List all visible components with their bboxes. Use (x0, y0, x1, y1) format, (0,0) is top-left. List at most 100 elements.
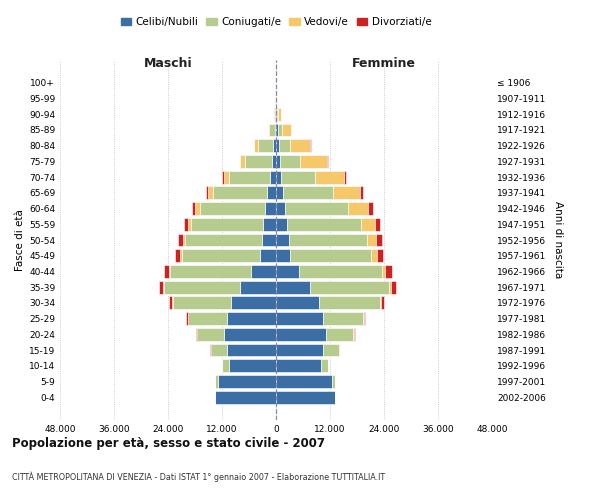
Bar (218, 375, 276, 388)
Bar (391, 280, 396, 293)
Bar (173, 296, 231, 310)
Y-axis label: Anni di nascita: Anni di nascita (553, 202, 563, 278)
Bar (276, 250, 290, 262)
Bar (278, 139, 290, 152)
Bar (381, 296, 384, 310)
Bar (327, 155, 328, 168)
Bar (231, 296, 276, 310)
Bar (278, 108, 281, 120)
Bar (278, 124, 282, 136)
Bar (196, 202, 199, 215)
Bar (276, 234, 289, 246)
Bar (325, 328, 353, 341)
Bar (323, 344, 340, 356)
Bar (254, 139, 257, 152)
Bar (368, 202, 373, 215)
Bar (285, 202, 348, 215)
Bar (196, 328, 197, 341)
Bar (206, 186, 208, 200)
Bar (263, 218, 276, 230)
Bar (276, 265, 299, 278)
Bar (280, 155, 300, 168)
Bar (276, 312, 323, 325)
Bar (184, 218, 188, 230)
Bar (175, 250, 180, 262)
Bar (382, 265, 385, 278)
Bar (290, 139, 310, 152)
Bar (223, 170, 224, 183)
Bar (275, 124, 276, 136)
Bar (276, 186, 283, 200)
Bar (251, 265, 276, 278)
Bar (188, 312, 227, 325)
Bar (169, 296, 172, 310)
Bar (182, 250, 260, 262)
Bar (172, 296, 173, 310)
Bar (215, 375, 218, 388)
Bar (274, 139, 276, 152)
Bar (163, 265, 169, 278)
Bar (276, 139, 278, 152)
Bar (376, 234, 382, 246)
Bar (188, 218, 191, 230)
Bar (332, 375, 335, 388)
Bar (229, 170, 270, 183)
Bar (269, 124, 275, 136)
Bar (310, 280, 389, 293)
Bar (363, 312, 364, 325)
Bar (183, 234, 185, 246)
Bar (364, 312, 365, 325)
Bar (260, 250, 276, 262)
Bar (289, 234, 367, 246)
Bar (270, 170, 276, 183)
Bar (276, 360, 321, 372)
Text: Femmine: Femmine (352, 57, 416, 70)
Bar (344, 170, 346, 183)
Bar (319, 296, 380, 310)
Legend: Celibi/Nubili, Coniugati/e, Vedovi/e, Divorziati/e: Celibi/Nubili, Coniugati/e, Vedovi/e, Di… (116, 12, 436, 31)
Bar (163, 280, 240, 293)
Bar (276, 390, 335, 404)
Bar (380, 296, 381, 310)
Bar (276, 202, 285, 215)
Bar (274, 108, 275, 120)
Bar (361, 218, 374, 230)
Bar (227, 312, 276, 325)
Text: Popolazione per età, sesso e stato civile - 2007: Popolazione per età, sesso e stato civil… (12, 438, 325, 450)
Bar (180, 250, 182, 262)
Bar (229, 360, 276, 372)
Bar (276, 280, 310, 293)
Bar (276, 124, 278, 136)
Bar (262, 234, 276, 246)
Bar (267, 186, 276, 200)
Bar (332, 186, 360, 200)
Bar (299, 265, 382, 278)
Bar (215, 390, 276, 404)
Bar (321, 360, 328, 372)
Text: Maschi: Maschi (143, 57, 193, 70)
Bar (185, 234, 262, 246)
Bar (178, 234, 183, 246)
Bar (158, 280, 163, 293)
Bar (276, 344, 323, 356)
Bar (276, 328, 325, 341)
Bar (290, 250, 371, 262)
Bar (276, 218, 287, 230)
Bar (199, 202, 265, 215)
Bar (281, 170, 314, 183)
Bar (385, 265, 392, 278)
Bar (287, 218, 361, 230)
Bar (282, 124, 291, 136)
Y-axis label: Fasce di età: Fasce di età (15, 209, 25, 271)
Bar (222, 360, 229, 372)
Bar (211, 344, 227, 356)
Bar (224, 328, 276, 341)
Bar (265, 202, 276, 215)
Bar (371, 250, 377, 262)
Bar (240, 280, 276, 293)
Bar (208, 186, 213, 200)
Bar (241, 155, 245, 168)
Bar (245, 155, 272, 168)
Bar (240, 155, 241, 168)
Bar (224, 170, 229, 183)
